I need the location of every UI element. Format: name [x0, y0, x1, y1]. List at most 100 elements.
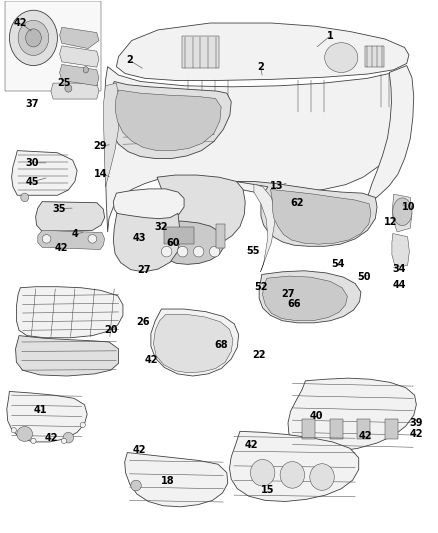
Text: 62: 62	[290, 198, 304, 208]
Text: 26: 26	[137, 317, 150, 327]
Polygon shape	[60, 46, 99, 67]
Polygon shape	[254, 184, 276, 272]
Text: 14: 14	[93, 169, 107, 179]
Text: 12: 12	[384, 217, 398, 228]
Polygon shape	[15, 336, 119, 376]
Polygon shape	[302, 419, 315, 439]
Ellipse shape	[209, 246, 220, 257]
Polygon shape	[392, 233, 410, 268]
Polygon shape	[182, 36, 219, 68]
Polygon shape	[365, 46, 384, 67]
Text: 32: 32	[155, 222, 168, 232]
Polygon shape	[288, 378, 417, 451]
Polygon shape	[271, 189, 371, 244]
Ellipse shape	[280, 462, 304, 488]
Text: 34: 34	[392, 264, 406, 273]
Polygon shape	[153, 314, 233, 373]
Polygon shape	[263, 276, 347, 321]
Ellipse shape	[18, 20, 49, 55]
Ellipse shape	[61, 438, 67, 443]
Ellipse shape	[131, 480, 141, 491]
Text: 52: 52	[254, 282, 268, 292]
Text: 40: 40	[310, 411, 323, 421]
Text: 2: 2	[126, 55, 133, 65]
Ellipse shape	[251, 459, 275, 486]
Ellipse shape	[83, 67, 88, 73]
Text: 22: 22	[252, 350, 266, 360]
Polygon shape	[393, 194, 412, 232]
Polygon shape	[117, 23, 409, 80]
Polygon shape	[16, 287, 123, 338]
Text: 43: 43	[132, 233, 146, 243]
Polygon shape	[368, 66, 414, 201]
Polygon shape	[51, 83, 99, 99]
Ellipse shape	[310, 464, 334, 490]
Ellipse shape	[194, 246, 204, 257]
Text: 42: 42	[55, 244, 68, 253]
Polygon shape	[236, 181, 377, 246]
Text: 27: 27	[137, 265, 151, 274]
Text: 42: 42	[409, 429, 423, 439]
Text: 55: 55	[246, 246, 259, 256]
Ellipse shape	[21, 193, 28, 201]
Text: 50: 50	[357, 272, 370, 281]
Text: 68: 68	[214, 340, 228, 350]
Ellipse shape	[11, 427, 16, 433]
Polygon shape	[105, 67, 411, 232]
Polygon shape	[157, 175, 245, 246]
Text: 15: 15	[261, 486, 275, 495]
Text: 42: 42	[45, 433, 58, 443]
Polygon shape	[157, 221, 223, 264]
Polygon shape	[230, 431, 359, 502]
Ellipse shape	[80, 422, 85, 427]
Polygon shape	[385, 419, 398, 439]
Ellipse shape	[65, 85, 72, 92]
Ellipse shape	[17, 426, 32, 441]
Polygon shape	[5, 1, 101, 91]
Text: 18: 18	[161, 477, 174, 486]
Text: 30: 30	[26, 158, 39, 168]
Ellipse shape	[325, 43, 358, 72]
Ellipse shape	[31, 438, 36, 443]
Text: 45: 45	[25, 177, 39, 187]
Text: 2: 2	[257, 62, 264, 71]
Polygon shape	[164, 227, 194, 244]
Text: 4: 4	[71, 229, 78, 239]
Ellipse shape	[161, 246, 172, 257]
Text: 1: 1	[327, 31, 334, 41]
Polygon shape	[108, 82, 231, 159]
Polygon shape	[151, 309, 239, 376]
Polygon shape	[60, 64, 99, 86]
Text: 42: 42	[359, 431, 372, 441]
Text: 20: 20	[104, 325, 118, 335]
Text: 66: 66	[288, 298, 301, 309]
Polygon shape	[330, 419, 343, 439]
Polygon shape	[215, 224, 225, 248]
Text: 27: 27	[282, 289, 295, 299]
Text: 41: 41	[33, 405, 47, 415]
Text: 42: 42	[145, 355, 159, 365]
Text: 13: 13	[270, 181, 284, 191]
Ellipse shape	[25, 29, 41, 47]
Ellipse shape	[177, 246, 188, 257]
Polygon shape	[357, 419, 371, 439]
Text: 42: 42	[245, 440, 258, 450]
Text: 54: 54	[332, 259, 345, 269]
Ellipse shape	[10, 10, 57, 66]
Ellipse shape	[42, 235, 51, 243]
Polygon shape	[113, 189, 184, 224]
Polygon shape	[104, 83, 119, 187]
Text: 29: 29	[93, 141, 107, 151]
Polygon shape	[12, 151, 77, 195]
Text: 42: 42	[133, 445, 146, 455]
Polygon shape	[125, 453, 228, 507]
Text: 39: 39	[410, 418, 423, 428]
Polygon shape	[38, 230, 105, 249]
Polygon shape	[113, 213, 180, 272]
Polygon shape	[7, 391, 87, 442]
Text: 35: 35	[53, 204, 66, 214]
Text: 25: 25	[57, 78, 71, 88]
Polygon shape	[35, 201, 105, 231]
Ellipse shape	[63, 432, 74, 443]
Text: 10: 10	[402, 202, 415, 212]
